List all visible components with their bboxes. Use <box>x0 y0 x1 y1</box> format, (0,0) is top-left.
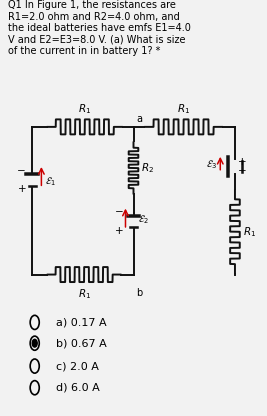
Text: c) 2.0 A: c) 2.0 A <box>56 361 99 371</box>
Text: +: + <box>238 157 247 167</box>
Text: $R_1$: $R_1$ <box>78 102 91 116</box>
Text: Q1 In Figure 1, the resistances are
R1=2.0 ohm and R2=4.0 ohm, and
the ideal bat: Q1 In Figure 1, the resistances are R1=2… <box>8 0 191 57</box>
Text: +: + <box>115 225 123 236</box>
Text: $\mathcal{E}_2$: $\mathcal{E}_2$ <box>138 213 148 226</box>
Text: +: + <box>18 184 27 194</box>
Text: −: − <box>17 166 26 176</box>
Circle shape <box>32 339 37 347</box>
Text: $R_2$: $R_2$ <box>141 161 154 175</box>
Text: b: b <box>136 288 142 298</box>
Text: $R_1$: $R_1$ <box>177 102 190 116</box>
Text: $R_1$: $R_1$ <box>243 225 256 239</box>
Text: $\mathcal{E}_3$: $\mathcal{E}_3$ <box>206 158 217 171</box>
Text: a) 0.17 A: a) 0.17 A <box>56 317 107 327</box>
Text: a: a <box>137 114 143 124</box>
Text: −: − <box>238 166 247 176</box>
Text: b) 0.67 A: b) 0.67 A <box>56 338 107 348</box>
Text: −: − <box>115 207 123 218</box>
Text: d) 6.0 A: d) 6.0 A <box>56 383 100 393</box>
Text: $\mathcal{E}_1$: $\mathcal{E}_1$ <box>45 176 57 188</box>
Text: $R_1$: $R_1$ <box>77 287 91 301</box>
